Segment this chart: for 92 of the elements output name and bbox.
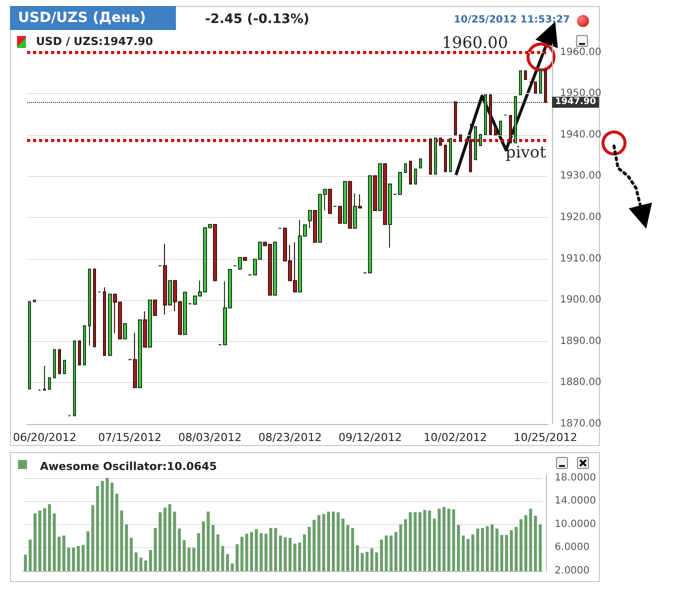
candlestick <box>539 70 542 94</box>
candlestick <box>58 349 61 374</box>
chart-title: Awesome Oscillator:10.0645 <box>40 460 217 473</box>
candlestick <box>243 257 247 261</box>
candlestick <box>499 120 502 136</box>
candlestick <box>103 286 106 356</box>
candlestick <box>398 172 402 195</box>
y-tick-label: 2.0000 <box>554 566 590 576</box>
candlestick <box>378 163 382 211</box>
candlestick <box>153 300 157 316</box>
candlestick <box>308 210 312 229</box>
candlestick <box>28 301 31 390</box>
x-tick-label: 10/25/2012 <box>514 431 578 444</box>
y-tick-label: 10.0000 <box>554 518 596 530</box>
y-tick-label: 1880.00 <box>560 377 602 388</box>
candlestick <box>434 138 437 175</box>
candlestick <box>439 138 442 146</box>
candlestick <box>514 96 517 144</box>
candlestick <box>48 377 51 390</box>
y-tick-label: 1960.00 <box>560 46 602 58</box>
candlestick <box>388 184 392 248</box>
candlestick <box>78 340 81 366</box>
candlestick <box>484 94 487 135</box>
ref-line-label: pivot <box>506 142 547 162</box>
candlestick <box>489 94 492 135</box>
candlestick <box>183 292 187 335</box>
candlestick <box>73 340 76 416</box>
x-tick-label: 10/02/2012 <box>424 431 488 444</box>
candlestick <box>429 138 432 175</box>
candlestick <box>63 360 66 374</box>
candlestick <box>459 134 462 142</box>
candlestick <box>373 175 377 211</box>
candlestick <box>409 160 412 185</box>
candlestick <box>273 242 277 296</box>
candlestick <box>474 126 477 160</box>
candlestick <box>494 126 497 136</box>
candlestick <box>43 365 46 391</box>
ref-line-label: 1947.90 <box>555 97 596 108</box>
candlestick <box>123 323 127 340</box>
candlestick <box>444 144 447 172</box>
x-tick-label: 07/15/2012 <box>98 431 162 444</box>
candlestick <box>524 70 527 80</box>
y-tick-label: 14.0000 <box>554 496 596 507</box>
y-tick-label: 1890.00 <box>560 336 602 347</box>
candlestick <box>368 175 372 274</box>
text: 10/25/2012 11:53:27 <box>454 14 570 26</box>
candlestick <box>338 206 342 224</box>
candlestick <box>148 300 152 348</box>
candlestick <box>479 134 482 146</box>
candlestick <box>213 224 217 282</box>
candlestick <box>509 114 512 144</box>
candlestick <box>88 268 91 346</box>
candlestick <box>108 294 112 356</box>
candlestick <box>353 193 357 229</box>
y-tick-label: 1900.00 <box>560 294 602 306</box>
candlestick <box>168 280 172 306</box>
candlestick <box>143 310 147 348</box>
x-tick-label: 08/23/2012 <box>258 431 322 444</box>
candlestick <box>469 123 472 172</box>
candlestick <box>83 325 86 366</box>
candlestick <box>348 181 352 229</box>
y-tick-label: 1920.00 <box>560 212 602 223</box>
candlestick <box>358 194 362 208</box>
candlestick <box>138 319 142 388</box>
y-tick-label: 1940.00 <box>560 129 602 140</box>
candlestick <box>53 349 56 378</box>
candlestick <box>93 268 96 348</box>
candlestick <box>449 138 452 172</box>
candlestick <box>163 243 167 316</box>
annotation: USD / UZS:1947.90 <box>36 35 154 48</box>
x-tick-label: 06/20/2012 <box>12 431 76 444</box>
y-tick-label: 1870.00 <box>560 418 602 430</box>
candlestick <box>454 101 457 136</box>
y-tick-label: 1930.00 <box>560 170 602 182</box>
y-tick-label: 6.0000 <box>554 542 590 554</box>
chart-title: USD/UZS (День) <box>18 10 146 26</box>
candlestick <box>419 158 422 168</box>
candlestick <box>404 163 407 173</box>
y-tick-label: 1910.00 <box>560 253 602 264</box>
candlestick <box>383 163 387 225</box>
candlestick <box>313 210 317 243</box>
candlestick <box>414 168 417 185</box>
candlestick <box>534 82 537 94</box>
candlestick <box>328 188 332 214</box>
x-tick-label: 08/03/2012 <box>178 431 242 444</box>
candlestick <box>544 70 547 103</box>
candlestick <box>519 70 522 96</box>
y-tick-label: 18.0000 <box>554 472 596 484</box>
x-tick-label: 09/12/2012 <box>338 431 402 444</box>
ref-line-label: 1960.00 <box>442 32 508 52</box>
candlestick <box>343 181 347 224</box>
chart-subtitle: -2.45 (-0.13%) <box>205 12 310 27</box>
